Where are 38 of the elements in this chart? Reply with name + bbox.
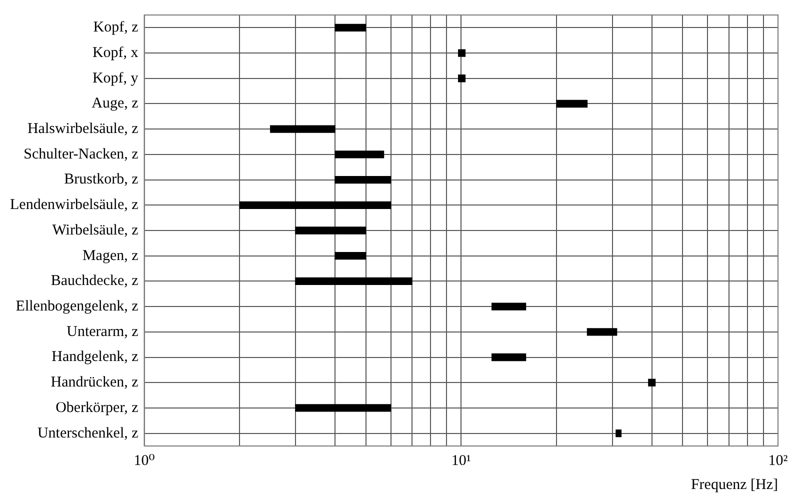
y-tick-label: Handgelenk, z: [52, 349, 139, 366]
y-tick-label: Handrücken, z: [50, 374, 139, 391]
bar: [295, 277, 412, 286]
x-tick-label: 10⁰: [134, 452, 155, 469]
y-tick-label: Wirbelsäule, z: [52, 222, 139, 238]
bar: [334, 176, 392, 184]
y-tick-label: Schulter-Nacken, z: [24, 146, 139, 162]
y-tick-label: Unterarm, z: [66, 324, 139, 340]
y-tick-label: Kopf, y: [92, 70, 139, 86]
y-tick-label: Halswirbelsäule, z: [27, 121, 139, 138]
bar: [334, 252, 366, 260]
y-tick-label: Kopf, z: [93, 20, 139, 36]
bar: [586, 328, 618, 336]
x-tick-label: 10¹: [451, 452, 471, 469]
bar: [239, 201, 392, 209]
y-tick-label: Ellenbogengelenk, z: [16, 298, 139, 314]
bar: [334, 24, 366, 32]
bar: [458, 74, 466, 82]
y-tick-label: Oberkörper, z: [56, 400, 139, 416]
bar: [295, 226, 366, 234]
y-tick-label: Magen, z: [82, 248, 139, 264]
bar: [334, 150, 384, 158]
y-tick-label: Bauchdecke, z: [50, 273, 139, 290]
bar: [556, 100, 588, 108]
bar: [295, 404, 392, 412]
y-tick-label: Brustkorb, z: [64, 172, 139, 188]
bar: [492, 302, 526, 310]
y-tick-label: Auge, z: [92, 96, 139, 112]
bar: [648, 378, 656, 386]
x-axis-title: Frequenz [Hz]: [690, 476, 778, 493]
y-tick-label: Unterschenkel, z: [37, 425, 139, 442]
y-tick-label: Lendenwirbelsäule, z: [10, 197, 139, 214]
y-tick-label: Kopf, x: [92, 44, 139, 61]
bar: [270, 125, 336, 133]
bar: [616, 429, 622, 438]
x-tick-label: 10²: [768, 452, 788, 469]
bar: [458, 49, 466, 57]
bar: [492, 353, 526, 362]
